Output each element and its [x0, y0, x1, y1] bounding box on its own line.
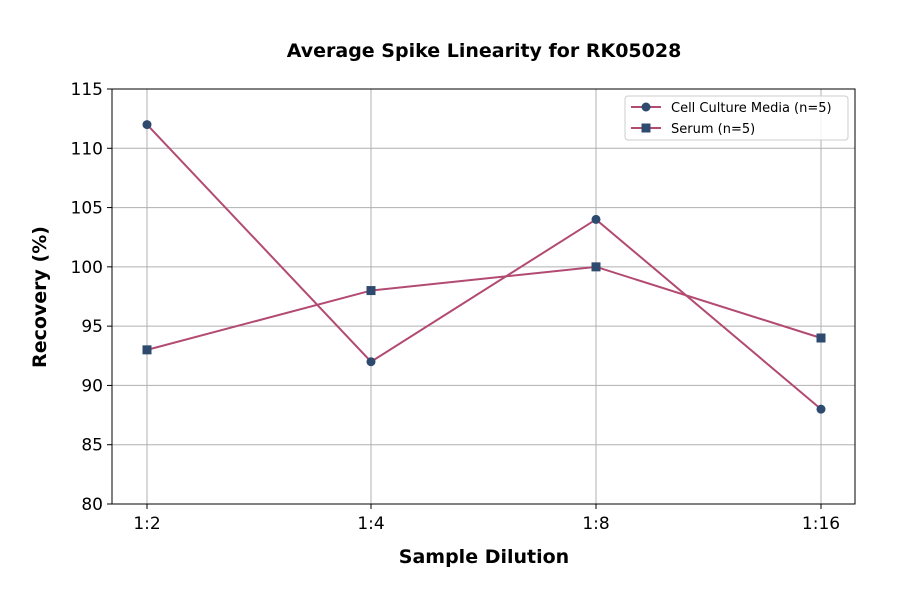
x-tick-label: 1:16 [802, 514, 840, 534]
y-tick-label: 85 [81, 436, 103, 456]
y-tick-label: 95 [81, 317, 103, 337]
x-tick-label: 1:8 [582, 514, 609, 534]
plot-frame [111, 88, 856, 505]
legend-marker-square [641, 123, 651, 133]
y-tick-label: 110 [71, 139, 103, 159]
chart-title: Average Spike Linearity for RK05028 [287, 40, 682, 62]
data-point [816, 404, 826, 414]
data-point [142, 345, 152, 355]
data-point [816, 333, 826, 343]
y-tick-label: 105 [71, 199, 103, 219]
legend-label: Cell Culture Media (n=5) [671, 101, 832, 116]
data-point [366, 286, 376, 296]
y-tick-label: 115 [71, 80, 103, 100]
data-point [591, 262, 601, 272]
data-point [366, 357, 376, 367]
legend-marker-circle [641, 102, 651, 112]
series-line-1 [146, 265, 822, 351]
data-point [591, 214, 601, 224]
x-tick-label: 1:2 [133, 514, 160, 534]
legend: Cell Culture Media (n=5) Serum (n=5) [624, 95, 849, 141]
y-tick-label: 80 [81, 495, 103, 515]
legend-box [624, 95, 849, 141]
y-tick-label: 90 [81, 376, 103, 396]
x-tick-label: 1:4 [357, 514, 384, 534]
y-tick-label: 100 [71, 258, 103, 278]
x-axis-label: Sample Dilution [399, 546, 569, 568]
data-point [142, 120, 152, 130]
series-line-0 [146, 123, 822, 410]
y-axis-label: Recovery (%) [29, 226, 51, 368]
legend-label: Serum (n=5) [671, 122, 755, 137]
